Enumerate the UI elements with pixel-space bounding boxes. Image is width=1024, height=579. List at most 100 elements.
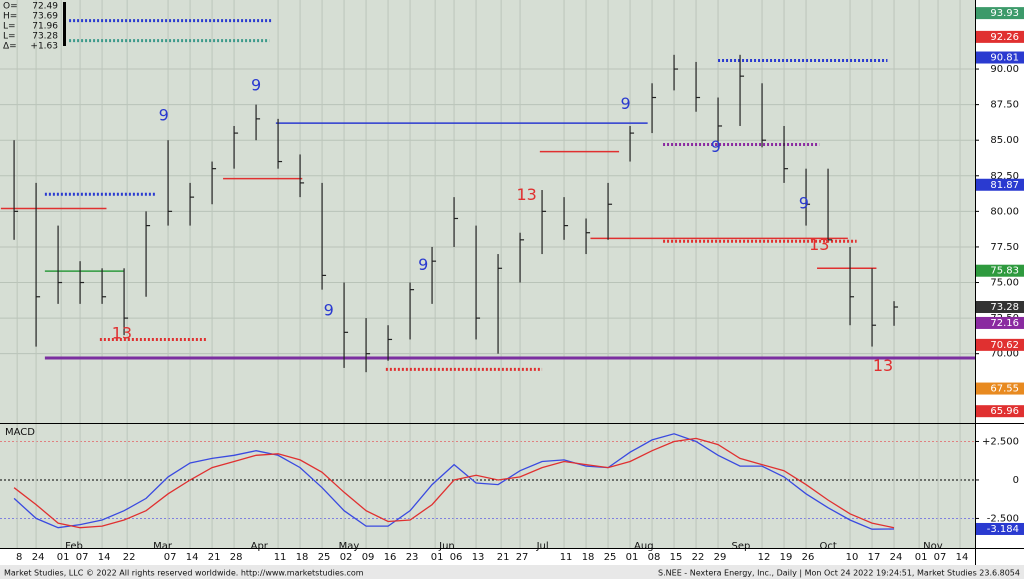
x-tick-label: 21 <box>497 552 510 563</box>
x-tick-label: 24 <box>32 552 45 563</box>
month-label: Oct <box>820 541 837 552</box>
x-tick-label: 21 <box>208 552 221 563</box>
readout-value: +1.63 <box>30 42 58 52</box>
x-tick-label: 18 <box>582 552 595 563</box>
y-tick-label: 82.50 <box>990 171 1019 182</box>
count-annotation: 9 <box>621 94 631 113</box>
footer-left: Market Studies, LLC © 2022 All rights re… <box>4 569 364 578</box>
price-label-box <box>976 338 1024 351</box>
month-label: Mar <box>153 541 173 552</box>
x-tick-label: 02 <box>340 552 353 563</box>
x-tick-label: 23 <box>406 552 419 563</box>
x-tick-label: 25 <box>318 552 331 563</box>
readout-label: H= <box>3 12 17 22</box>
y-tick-label: +2.500 <box>982 436 1019 447</box>
count-annotation: 9 <box>251 76 261 95</box>
x-tick-label: 22 <box>692 552 705 563</box>
x-tick-label: 19 <box>780 552 793 563</box>
x-tick-label: 11 <box>560 552 573 563</box>
readout-label: O= <box>3 2 18 12</box>
count-annotation: 9 <box>799 194 809 213</box>
price-label: -3.184 <box>987 524 1019 535</box>
price-label: 73.28 <box>990 302 1019 313</box>
x-tick-label: 08 <box>648 552 661 563</box>
price-label: 90.81 <box>990 53 1019 64</box>
month-label: Apr <box>251 541 269 552</box>
month-label: Feb <box>65 541 83 552</box>
x-tick-label: 8 <box>16 552 22 563</box>
x-tick-label: 26 <box>802 552 815 563</box>
price-label-box <box>976 522 1024 535</box>
x-tick-label: 14 <box>186 552 199 563</box>
macd-line <box>13 437 895 529</box>
x-tick-label: 10 <box>846 552 859 563</box>
plot-background <box>0 0 975 548</box>
x-tick-label: 27 <box>516 552 529 563</box>
x-tick-label: 07 <box>76 552 89 563</box>
count-annotation: 13 <box>516 185 536 204</box>
count-annotation: 13 <box>809 235 829 254</box>
count-annotation: 9 <box>418 255 428 274</box>
count-annotation: 9 <box>324 300 334 319</box>
y-tick-label: 0 <box>1013 475 1019 486</box>
macd-line <box>13 433 895 530</box>
price-label: 67.55 <box>990 384 1019 395</box>
price-label: 81.87 <box>990 180 1019 191</box>
readout-label: Δ= <box>3 42 17 52</box>
x-tick-label: 07 <box>934 552 947 563</box>
price-label: 65.96 <box>990 406 1019 417</box>
footer-right: S.NEE - Nextera Energy, Inc., Daily | Mo… <box>658 569 1020 578</box>
count-annotation: 9 <box>711 137 721 156</box>
readout-value: 73.69 <box>32 12 58 22</box>
x-tick-label: 12 <box>758 552 771 563</box>
x-tick-label: 15 <box>670 552 683 563</box>
price-label-box <box>976 405 1024 418</box>
y-tick-label: 80.00 <box>990 206 1019 217</box>
x-tick-label: 01 <box>626 552 639 563</box>
price-label-box <box>976 301 1024 314</box>
x-tick-label: 13 <box>472 552 485 563</box>
price-label-box <box>976 51 1024 64</box>
x-tick-label: 06 <box>450 552 463 563</box>
month-label: May <box>339 541 360 552</box>
y-tick-label: 75.00 <box>990 278 1019 289</box>
top-layer: 70.0072.5075.0077.5080.0082.5085.0087.50… <box>3 2 1024 563</box>
month-label: Jul <box>536 541 549 552</box>
y-tick-label: 77.50 <box>990 242 1019 253</box>
price-label-box <box>976 316 1024 329</box>
y-tick-label: 85.00 <box>990 135 1019 146</box>
panel-title: MACD <box>5 427 35 438</box>
grid-layer <box>0 0 975 548</box>
count-annotation: 9 <box>159 106 169 125</box>
price-label-box <box>976 7 1024 20</box>
price-label-box <box>976 382 1024 395</box>
price-label: 70.62 <box>990 340 1019 351</box>
x-tick-label: 14 <box>98 552 111 563</box>
count-annotation: 13 <box>112 323 132 342</box>
y-tick-label: 70.00 <box>990 349 1019 360</box>
price-label-box <box>976 264 1024 277</box>
footer-background <box>0 565 1024 579</box>
price-label: 72.16 <box>990 318 1019 329</box>
readout-label: L= <box>3 32 16 42</box>
data-layer <box>0 19 975 530</box>
x-tick-label: 11 <box>274 552 287 563</box>
x-tick-label: 01 <box>431 552 444 563</box>
count-annotation: 13 <box>873 356 893 375</box>
x-tick-label: 24 <box>890 552 903 563</box>
price-label-box <box>976 178 1024 191</box>
price-label-box <box>976 30 1024 43</box>
x-tick-label: 28 <box>230 552 243 563</box>
x-tick-label: 01 <box>915 552 928 563</box>
x-tick-label: 29 <box>714 552 727 563</box>
month-label: Sep <box>732 541 751 552</box>
x-tick-label: 16 <box>384 552 397 563</box>
readout-bar <box>63 2 66 46</box>
month-label: Jun <box>438 541 455 552</box>
x-tick-label: 14 <box>956 552 969 563</box>
price-label: 93.93 <box>990 8 1019 19</box>
month-label: Aug <box>634 541 654 552</box>
readout-value: 73.28 <box>32 32 58 42</box>
month-label: Nov <box>923 541 943 552</box>
